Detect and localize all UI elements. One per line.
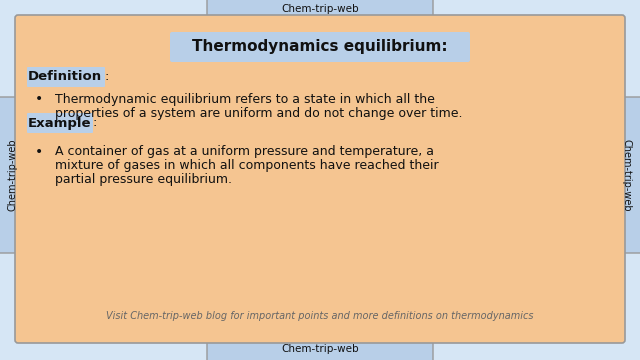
Text: mixture of gases in which all components have reached their: mixture of gases in which all components… (55, 159, 438, 172)
FancyBboxPatch shape (207, 0, 433, 23)
Text: Chem-trip-web: Chem-trip-web (281, 4, 359, 14)
Text: •: • (35, 145, 44, 159)
Text: properties of a system are uniform and do not change over time.: properties of a system are uniform and d… (55, 107, 463, 120)
Text: Thermodynamic equilibrium refers to a state in which all the: Thermodynamic equilibrium refers to a st… (55, 93, 435, 105)
FancyBboxPatch shape (27, 113, 93, 133)
FancyBboxPatch shape (611, 97, 640, 253)
FancyBboxPatch shape (15, 15, 625, 343)
FancyBboxPatch shape (0, 97, 29, 253)
Text: Thermodynamics equilibrium:: Thermodynamics equilibrium: (192, 40, 448, 54)
Text: Example: Example (28, 117, 92, 130)
Text: A container of gas at a uniform pressure and temperature, a: A container of gas at a uniform pressure… (55, 145, 434, 158)
Text: :: : (92, 117, 97, 130)
Text: Definition: Definition (28, 71, 102, 84)
FancyBboxPatch shape (170, 32, 470, 62)
Text: Chem-trip-web: Chem-trip-web (8, 139, 18, 211)
Text: •: • (35, 92, 44, 106)
Text: Visit Chem-trip-web blog for important points and more definitions on thermodyna: Visit Chem-trip-web blog for important p… (106, 311, 534, 321)
Text: Chem-trip-web: Chem-trip-web (622, 139, 632, 211)
Text: Chem-trip-web: Chem-trip-web (281, 344, 359, 354)
Text: :: : (104, 71, 108, 84)
Text: partial pressure equilibrium.: partial pressure equilibrium. (55, 174, 232, 186)
FancyBboxPatch shape (27, 67, 105, 87)
FancyBboxPatch shape (207, 335, 433, 360)
